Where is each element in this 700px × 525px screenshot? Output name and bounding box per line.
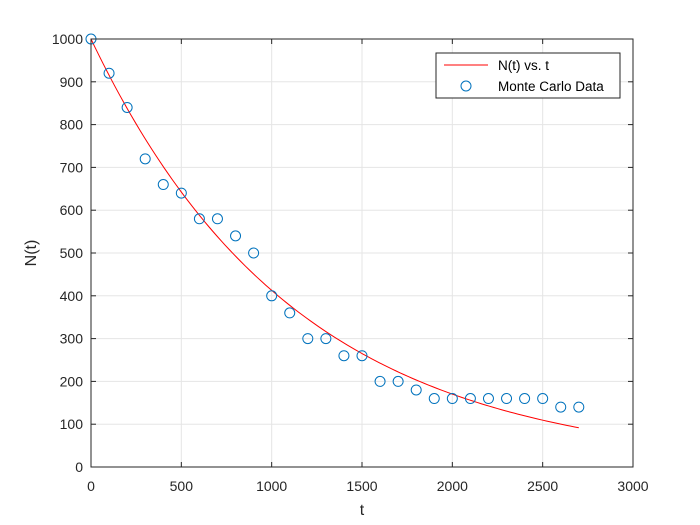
data-point — [573, 401, 585, 413]
fit-curve — [90, 38, 579, 429]
y-tick-label: 600 — [60, 202, 84, 218]
data-point — [248, 247, 260, 259]
data-point — [519, 393, 531, 405]
data-point — [211, 213, 223, 225]
y-axis-label: N(t) — [23, 240, 40, 267]
y-tick-label: 400 — [60, 288, 84, 304]
markers — [85, 33, 585, 413]
x-tick-label: 2000 — [437, 478, 468, 494]
data-point — [193, 213, 205, 225]
x-tick-label: 2500 — [527, 478, 558, 494]
data-point — [428, 393, 440, 405]
data-point — [338, 350, 350, 362]
y-tick-label: 100 — [60, 416, 84, 432]
x-tick-label: 1500 — [346, 478, 377, 494]
data-point — [446, 393, 458, 405]
x-tick-label: 1000 — [256, 478, 287, 494]
data-point — [392, 375, 404, 387]
data-point — [501, 393, 513, 405]
data-point — [157, 179, 169, 191]
data-point — [374, 375, 386, 387]
data-point — [555, 401, 567, 413]
y-tick-label: 800 — [60, 117, 84, 133]
data-point — [175, 187, 187, 199]
data-point — [284, 307, 296, 319]
ticks — [90, 38, 634, 468]
legend-label-fit: N(t) vs. t — [498, 58, 549, 73]
legend-label-data: Monte Carlo Data — [498, 79, 604, 94]
data-point — [302, 333, 314, 345]
legend: N(t) vs. t Monte Carlo Data — [435, 52, 621, 99]
data-point — [482, 393, 494, 405]
data-point — [410, 384, 422, 396]
y-tick-label: 0 — [75, 459, 83, 475]
data-point — [320, 333, 332, 345]
x-tick-label: 0 — [87, 478, 95, 494]
tick-labels: 0 500 1000 1500 2000 2500 3000 0 100 200 300 400 500… — [52, 31, 649, 494]
y-tick-label: 500 — [60, 245, 84, 261]
legend-marker-swatch — [460, 80, 472, 92]
data-point — [230, 230, 242, 242]
data-point — [103, 67, 115, 79]
x-tick-label: 500 — [170, 478, 194, 494]
y-tick-label: 900 — [60, 74, 84, 90]
y-tick-label: 700 — [60, 159, 84, 175]
fit-line — [90, 38, 579, 429]
x-tick-label: 3000 — [617, 478, 648, 494]
data-point — [121, 101, 133, 113]
data-point — [356, 350, 368, 362]
data-point — [464, 393, 476, 405]
data-point — [537, 393, 549, 405]
data-point — [266, 290, 278, 302]
x-axis-label: t — [360, 502, 365, 519]
data-point — [139, 153, 151, 165]
y-tick-label: 300 — [60, 331, 84, 347]
y-tick-label: 1000 — [52, 31, 83, 47]
y-tick-label: 200 — [60, 373, 84, 389]
